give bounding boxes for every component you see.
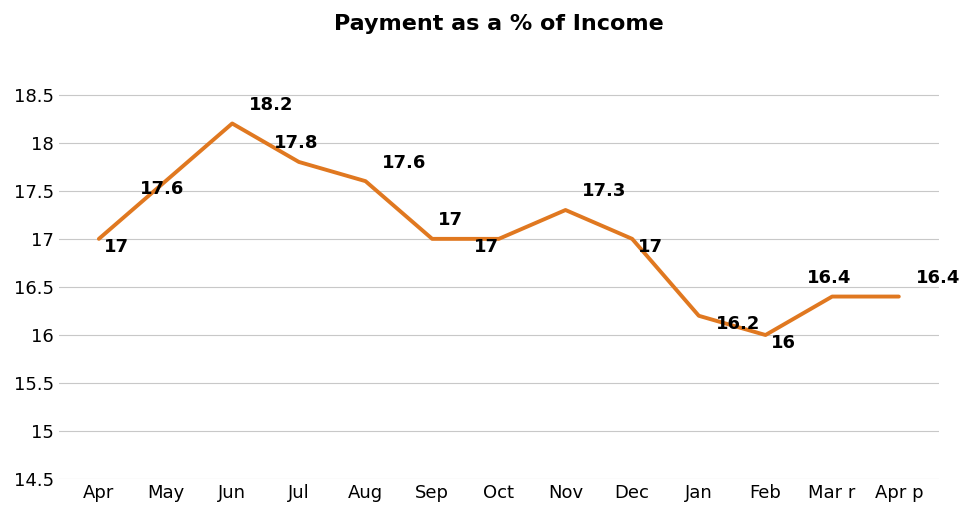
Text: 18.2: 18.2 [249, 96, 293, 114]
Text: 17: 17 [474, 238, 498, 256]
Text: 16.4: 16.4 [915, 269, 959, 287]
Text: 16.2: 16.2 [715, 315, 760, 333]
Text: 17: 17 [638, 238, 662, 256]
Text: 16: 16 [771, 334, 796, 352]
Text: 16.4: 16.4 [807, 269, 851, 287]
Title: Payment as a % of Income: Payment as a % of Income [334, 14, 663, 34]
Text: 17.8: 17.8 [274, 134, 319, 152]
Text: 17: 17 [438, 211, 462, 229]
Text: 17.6: 17.6 [141, 181, 185, 199]
Text: 17.6: 17.6 [382, 154, 427, 171]
Text: 17: 17 [105, 238, 129, 256]
Text: 17.3: 17.3 [582, 182, 626, 200]
